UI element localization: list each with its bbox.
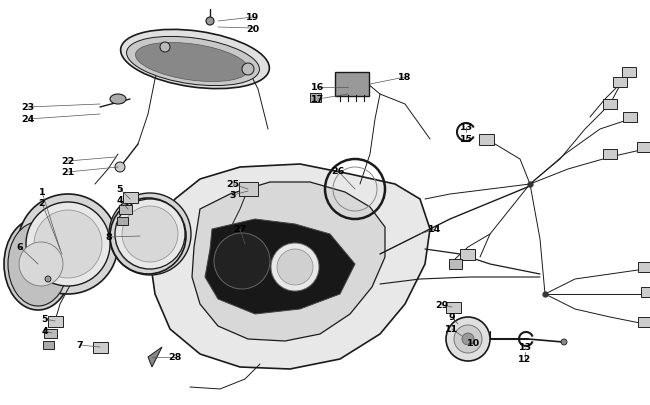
- Circle shape: [462, 333, 474, 345]
- Text: 8: 8: [105, 233, 112, 242]
- Circle shape: [206, 18, 214, 26]
- Circle shape: [18, 194, 118, 294]
- FancyBboxPatch shape: [44, 329, 57, 338]
- FancyBboxPatch shape: [603, 100, 617, 110]
- Text: 6: 6: [17, 243, 23, 252]
- Circle shape: [122, 207, 178, 262]
- FancyBboxPatch shape: [47, 316, 62, 327]
- Text: 28: 28: [168, 353, 182, 362]
- Text: 20: 20: [246, 24, 259, 34]
- Circle shape: [34, 211, 102, 278]
- Text: 16: 16: [311, 83, 324, 92]
- Text: 4: 4: [42, 327, 48, 336]
- Circle shape: [115, 162, 125, 173]
- FancyBboxPatch shape: [335, 73, 369, 97]
- Ellipse shape: [4, 218, 72, 310]
- Circle shape: [214, 233, 270, 289]
- FancyBboxPatch shape: [122, 192, 138, 203]
- Text: 9: 9: [448, 313, 455, 322]
- Circle shape: [160, 43, 170, 53]
- FancyBboxPatch shape: [309, 93, 320, 102]
- FancyBboxPatch shape: [613, 78, 627, 88]
- Text: 18: 18: [398, 73, 411, 82]
- Circle shape: [277, 249, 313, 285]
- Circle shape: [242, 64, 254, 76]
- Circle shape: [446, 317, 490, 361]
- Text: 13: 13: [460, 123, 473, 132]
- FancyBboxPatch shape: [239, 183, 257, 196]
- Text: 10: 10: [467, 339, 480, 347]
- Text: 15: 15: [460, 135, 473, 144]
- FancyBboxPatch shape: [478, 134, 493, 145]
- Polygon shape: [205, 220, 355, 314]
- FancyBboxPatch shape: [603, 149, 617, 160]
- Text: 24: 24: [21, 115, 34, 124]
- Text: 12: 12: [519, 355, 532, 364]
- Text: 11: 11: [445, 325, 459, 334]
- Text: 22: 22: [61, 157, 75, 166]
- Text: 14: 14: [428, 225, 441, 234]
- Circle shape: [561, 339, 567, 345]
- Ellipse shape: [127, 37, 259, 86]
- Text: 7: 7: [77, 341, 83, 350]
- Text: 3: 3: [229, 191, 236, 200]
- FancyBboxPatch shape: [638, 262, 650, 272]
- Circle shape: [271, 243, 319, 291]
- FancyBboxPatch shape: [638, 143, 650, 153]
- Text: 5: 5: [117, 185, 124, 194]
- Ellipse shape: [135, 43, 248, 82]
- FancyBboxPatch shape: [622, 68, 636, 78]
- Text: 27: 27: [233, 225, 246, 234]
- Text: 29: 29: [436, 301, 448, 310]
- Polygon shape: [192, 183, 385, 341]
- Circle shape: [454, 325, 482, 353]
- Text: 5: 5: [42, 315, 48, 324]
- Polygon shape: [148, 347, 162, 367]
- Circle shape: [45, 276, 51, 282]
- FancyBboxPatch shape: [623, 113, 637, 123]
- Text: 13: 13: [519, 343, 532, 352]
- Text: 26: 26: [332, 167, 344, 176]
- FancyBboxPatch shape: [460, 249, 474, 260]
- Circle shape: [115, 200, 185, 269]
- Circle shape: [19, 243, 63, 286]
- Text: 21: 21: [61, 168, 75, 177]
- Circle shape: [115, 203, 181, 269]
- FancyBboxPatch shape: [118, 205, 131, 214]
- Ellipse shape: [121, 30, 269, 90]
- Circle shape: [26, 202, 110, 286]
- FancyBboxPatch shape: [448, 259, 461, 269]
- FancyBboxPatch shape: [638, 317, 650, 327]
- FancyBboxPatch shape: [92, 342, 107, 353]
- Ellipse shape: [110, 95, 126, 105]
- Text: 17: 17: [311, 95, 324, 104]
- Text: 25: 25: [226, 180, 240, 189]
- Text: 23: 23: [21, 103, 34, 112]
- FancyBboxPatch shape: [116, 217, 127, 226]
- Polygon shape: [150, 164, 430, 369]
- Text: 1: 1: [39, 188, 46, 197]
- FancyBboxPatch shape: [641, 287, 650, 297]
- FancyBboxPatch shape: [445, 302, 460, 313]
- Text: 19: 19: [246, 13, 259, 22]
- Circle shape: [109, 194, 191, 275]
- Ellipse shape: [8, 222, 68, 306]
- Text: 2: 2: [39, 199, 46, 208]
- FancyBboxPatch shape: [42, 341, 53, 349]
- FancyBboxPatch shape: [637, 143, 650, 153]
- Text: 4: 4: [117, 196, 124, 205]
